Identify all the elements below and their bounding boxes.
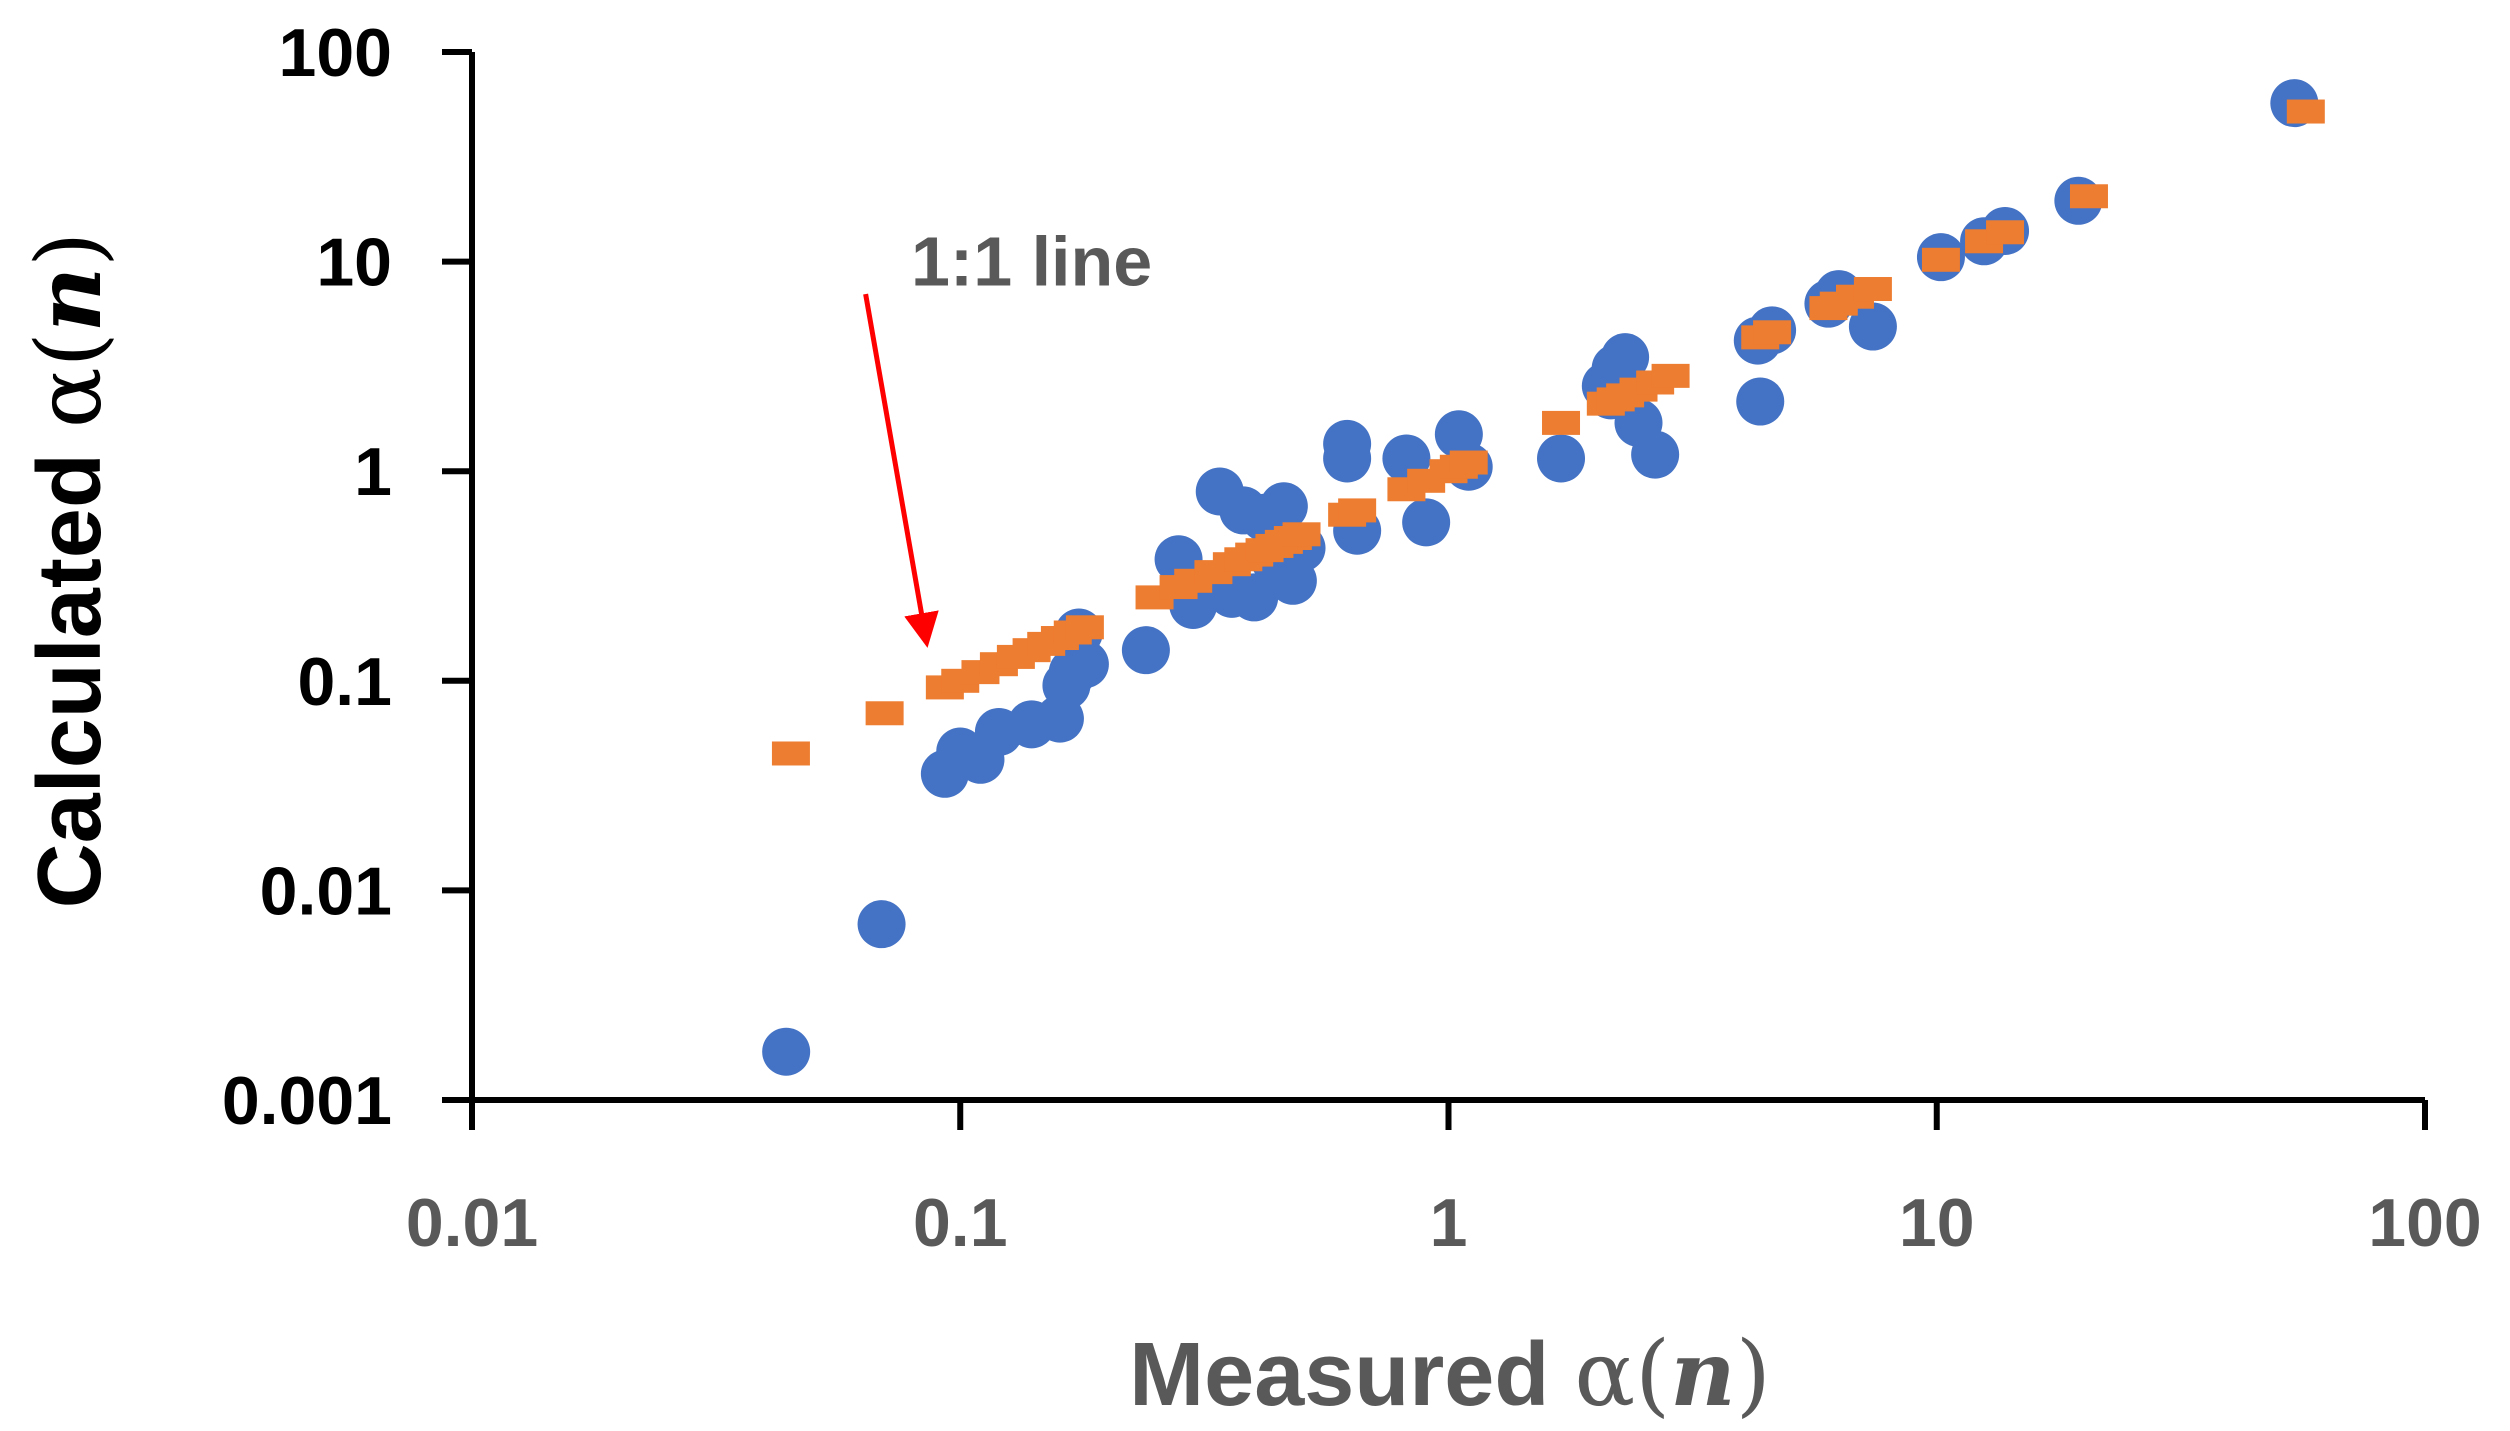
data-point-one-to-one <box>1065 615 1104 640</box>
data-point-one-to-one <box>1449 450 1488 475</box>
data-point-one-to-one <box>865 701 904 726</box>
data-point-one-to-one <box>1651 363 1690 388</box>
data-point-calculated <box>1121 626 1170 675</box>
data-point-one-to-one <box>1921 247 1960 272</box>
data-point-calculated <box>1537 434 1586 483</box>
data-point-calculated <box>1601 333 1650 382</box>
data-point-one-to-one <box>1282 522 1321 547</box>
data-point-one-to-one <box>1542 410 1581 435</box>
annotation-arrow <box>863 293 939 648</box>
x-ticks: 0.01 0.1 1 10 100 <box>406 1100 2482 1261</box>
x-tick-label: 1 <box>1430 1185 1468 1261</box>
y-axis-title: Calculated α(n) <box>16 232 122 909</box>
x-tick-label: 10 <box>1899 1185 1975 1261</box>
data-point-calculated <box>1323 434 1372 483</box>
x-tick-label: 0.1 <box>913 1185 1008 1261</box>
x-axis-title: Measured α(n) <box>1129 1321 1771 1427</box>
data-point-one-to-one <box>1986 220 2025 245</box>
data-point-calculated <box>1848 302 1897 351</box>
data-point-one-to-one <box>2286 99 2325 124</box>
data-point-calculated <box>1736 377 1785 426</box>
data-point-calculated <box>1402 498 1451 547</box>
data-point-one-to-one <box>2069 184 2108 209</box>
data-point-one-to-one <box>1753 320 1792 345</box>
x-tick-label: 0.01 <box>406 1185 538 1261</box>
y-tick-label: 0.1 <box>297 644 392 720</box>
data-point-calculated <box>1230 573 1279 622</box>
data-point-one-to-one <box>771 741 810 766</box>
y-tick-label: 10 <box>316 225 392 301</box>
series-one-to-one-line <box>771 99 2325 766</box>
y-tick-label: 100 <box>279 15 392 91</box>
y-ticks: 0.001 0.01 0.1 1 10 100 <box>222 15 472 1139</box>
x-tick-label: 100 <box>2368 1185 2481 1261</box>
data-point-calculated <box>762 1027 811 1076</box>
data-point-calculated <box>1631 430 1680 479</box>
data-point-one-to-one <box>1338 498 1377 523</box>
annotation-label: 1:1 line <box>911 223 1152 301</box>
y-tick-label: 0.001 <box>222 1063 392 1139</box>
data-point-one-to-one <box>1853 277 1892 302</box>
y-tick-label: 1 <box>354 434 392 510</box>
y-tick-label: 0.01 <box>260 853 392 929</box>
data-point-calculated <box>1259 482 1308 531</box>
data-point-calculated <box>857 900 906 949</box>
